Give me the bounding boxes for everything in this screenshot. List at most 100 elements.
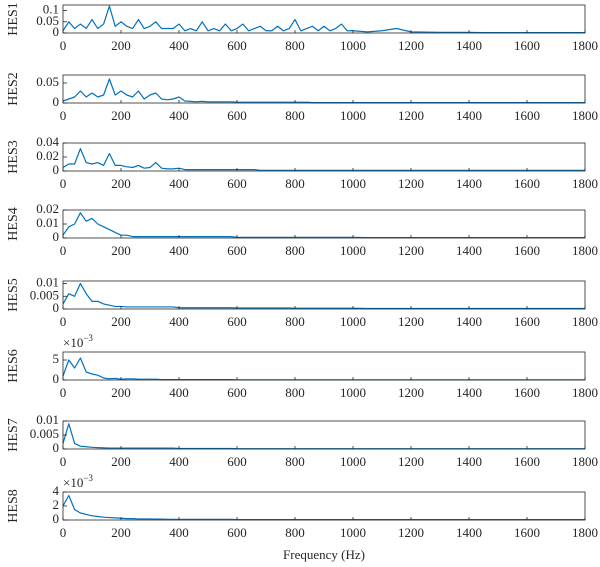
axes-box — [62, 280, 586, 310]
x-tick-label: 200 — [111, 38, 131, 53]
y-tick-label: 0.005 — [30, 287, 59, 302]
x-tick-label: 400 — [169, 314, 189, 329]
x-tick-label: 1400 — [456, 108, 482, 123]
axes-box — [62, 420, 586, 450]
x-tick-label: 1200 — [398, 454, 424, 469]
x-tick-label: 1600 — [514, 314, 540, 329]
x-tick-label: 1600 — [514, 454, 540, 469]
x-tick-label: 400 — [169, 454, 189, 469]
x-tick-label: 0 — [60, 385, 67, 400]
multiplier-exponent: −3 — [83, 333, 93, 343]
x-tick-label: 600 — [227, 243, 247, 258]
x-tick-label: 0 — [60, 454, 67, 469]
x-tick-label: 1000 — [340, 243, 366, 258]
multiplier-exponent: −3 — [83, 473, 93, 483]
x-tick-label: 400 — [169, 525, 189, 540]
x-tick-label: 1800 — [572, 314, 598, 329]
x-tick-label: 800 — [285, 38, 305, 53]
y-tick-label: 0 — [53, 371, 60, 386]
y-axis-label: HES3 — [6, 140, 21, 173]
y-tick-label: 5 — [53, 351, 60, 366]
x-tick-label: 1800 — [572, 243, 598, 258]
x-tick-label: 1200 — [398, 525, 424, 540]
x-tick-label: 1200 — [398, 314, 424, 329]
x-tick-label: 1800 — [572, 38, 598, 53]
x-tick-label: 800 — [285, 314, 305, 329]
y-axis-label: HES6 — [6, 349, 21, 382]
y-tick-label: 0.04 — [36, 134, 59, 149]
spectrum-line — [62, 212, 585, 239]
axes-box — [62, 4, 586, 34]
y-tick-label: 0 — [53, 511, 60, 526]
y-axis-label: HES7 — [6, 418, 21, 451]
x-tick-label: 1800 — [572, 108, 598, 123]
y-tick-label: 0.01 — [36, 412, 59, 427]
x-tick-label: 1400 — [456, 314, 482, 329]
x-tick-label: 1400 — [456, 525, 482, 540]
x-tick-label: 400 — [169, 38, 189, 53]
x-tick-label: 1000 — [340, 385, 366, 400]
y-tick-label: 2 — [53, 497, 60, 512]
x-tick-label: 0 — [60, 525, 67, 540]
y-tick-label: 0.01 — [36, 215, 59, 230]
y-tick-label: 0 — [53, 300, 60, 315]
axes-box — [62, 491, 586, 521]
y-tick-label: 0.02 — [36, 148, 59, 163]
x-tick-label: 200 — [111, 108, 131, 123]
y-tick-label: 0.05 — [36, 74, 59, 89]
x-tick-label: 1200 — [398, 176, 424, 191]
x-tick-label: 800 — [285, 385, 305, 400]
y-tick-label: 4 — [53, 483, 60, 498]
x-tick-label: 1600 — [514, 108, 540, 123]
x-tick-label: 200 — [111, 243, 131, 258]
y-tick-label: 0.05 — [36, 13, 59, 28]
x-tick-label: 600 — [227, 176, 247, 191]
x-tick-label: 1400 — [456, 454, 482, 469]
x-tick-label: 1000 — [340, 176, 366, 191]
x-tick-label: 0 — [60, 243, 67, 258]
x-tick-label: 800 — [285, 454, 305, 469]
x-tick-label: 600 — [227, 454, 247, 469]
x-tick-label: 0 — [60, 38, 67, 53]
x-tick-label: 400 — [169, 108, 189, 123]
x-tick-label: 1000 — [340, 525, 366, 540]
y-multiplier: ×10−3 — [63, 473, 93, 490]
x-tick-label: 1600 — [514, 525, 540, 540]
x-tick-label: 600 — [227, 525, 247, 540]
spectrum-line — [62, 5, 585, 34]
x-tick-label: 200 — [111, 176, 131, 191]
x-tick-label: 1600 — [514, 38, 540, 53]
x-tick-label: 800 — [285, 176, 305, 191]
x-tick-label: 1000 — [340, 38, 366, 53]
x-tick-label: 200 — [111, 314, 131, 329]
y-tick-label: 0 — [53, 440, 60, 455]
x-tick-label: 1000 — [340, 314, 366, 329]
x-tick-label: 800 — [285, 243, 305, 258]
x-tick-label: 1400 — [456, 176, 482, 191]
x-tick-label: 400 — [169, 176, 189, 191]
x-tick-label: 1600 — [514, 176, 540, 191]
y-axis-label: HES8 — [6, 489, 21, 522]
x-tick-label: 400 — [169, 385, 189, 400]
spectrum-line — [62, 494, 585, 521]
x-tick-label: 600 — [227, 314, 247, 329]
x-tick-label: 1800 — [572, 176, 598, 191]
x-tick-label: 400 — [169, 243, 189, 258]
x-tick-label: 1000 — [340, 108, 366, 123]
y-axis-label: HES4 — [6, 207, 21, 240]
x-tick-label: 1400 — [456, 385, 482, 400]
y-tick-label: 0 — [53, 24, 60, 39]
y-tick-label: 0 — [53, 162, 60, 177]
x-tick-label: 600 — [227, 385, 247, 400]
x-tick-label: 0 — [60, 314, 67, 329]
x-tick-label: 1200 — [398, 243, 424, 258]
y-tick-label: 0.01 — [36, 275, 59, 290]
x-tick-label: 1200 — [398, 108, 424, 123]
spectrum-line — [62, 148, 585, 171]
y-tick-label: 0.005 — [30, 426, 59, 441]
x-tick-label: 1400 — [456, 38, 482, 53]
x-tick-label: 1600 — [514, 385, 540, 400]
x-tick-label: 800 — [285, 108, 305, 123]
x-tick-label: 600 — [227, 108, 247, 123]
